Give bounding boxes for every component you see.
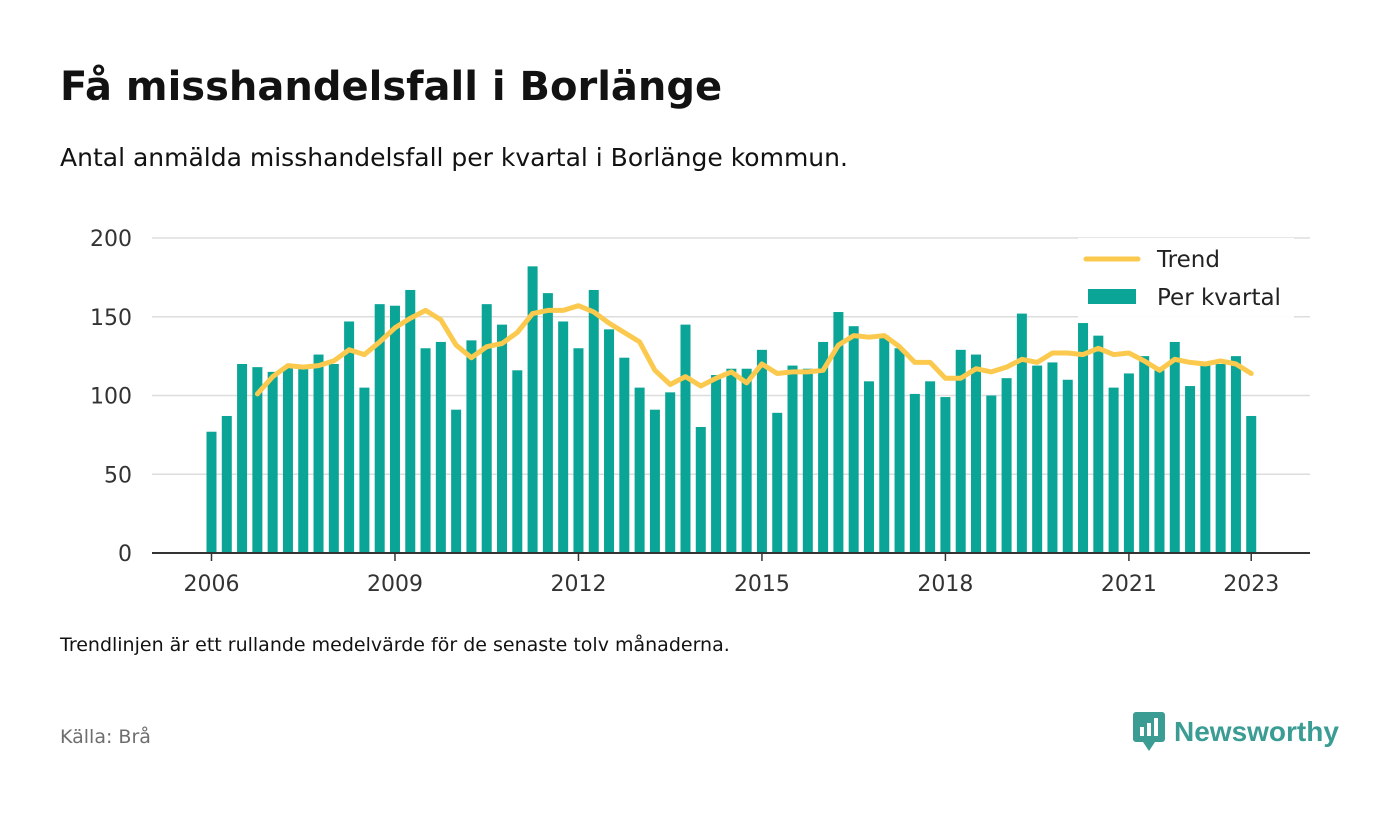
bar xyxy=(481,304,492,553)
bar xyxy=(833,312,844,553)
bar xyxy=(435,341,446,553)
x-tick-label: 2006 xyxy=(184,572,240,597)
y-axis: 0 50 100 150 200 xyxy=(90,227,132,567)
bar xyxy=(604,329,615,553)
bar xyxy=(527,266,538,553)
bar xyxy=(1047,362,1058,553)
bar xyxy=(1062,379,1073,553)
brand-logo[interactable]: Newsworthy xyxy=(1133,712,1339,752)
bar xyxy=(772,412,783,553)
bar xyxy=(1185,386,1196,553)
trend-line xyxy=(254,303,1254,397)
x-tick-label: 2023 xyxy=(1223,572,1279,597)
bar xyxy=(588,289,599,553)
bar xyxy=(558,321,569,553)
bar xyxy=(206,431,217,553)
bar xyxy=(237,364,248,553)
legend-background xyxy=(1078,238,1294,318)
bar xyxy=(267,371,278,553)
x-tick-label: 2015 xyxy=(734,572,790,597)
bar xyxy=(1154,370,1165,553)
bar xyxy=(955,349,966,553)
bar xyxy=(909,393,920,553)
y-tick-label: 100 xyxy=(90,385,132,410)
chart-subtitle: Antal anmälda misshandelsfall per kvarta… xyxy=(60,143,848,172)
chart-note: Trendlinjen är ett rullande medelvärde f… xyxy=(60,634,730,656)
bar xyxy=(573,348,584,553)
bar xyxy=(726,368,737,553)
bar xyxy=(1032,365,1043,553)
x-tick-label: 2021 xyxy=(1101,572,1157,597)
bar xyxy=(986,395,997,553)
bar xyxy=(1169,341,1180,553)
bar xyxy=(282,367,293,553)
bar xyxy=(756,349,767,553)
bar xyxy=(389,305,400,553)
bar xyxy=(344,321,355,553)
bar xyxy=(741,368,752,553)
bar xyxy=(863,381,874,553)
legend-bar-label: Per kvartal xyxy=(1157,285,1281,311)
bar xyxy=(649,409,660,553)
bar xyxy=(1246,415,1257,553)
y-tick-label: 200 xyxy=(90,227,132,252)
bar xyxy=(1108,387,1119,553)
bar xyxy=(420,348,431,553)
bar xyxy=(711,375,722,553)
bar xyxy=(497,324,508,553)
bar xyxy=(1123,373,1134,553)
bar xyxy=(940,397,951,553)
bar xyxy=(925,381,936,553)
bar xyxy=(1078,323,1089,553)
bar xyxy=(802,368,813,553)
legend-bar-swatch xyxy=(1088,289,1136,304)
x-tick-label: 2009 xyxy=(367,572,423,597)
bar xyxy=(879,335,890,553)
bar xyxy=(374,304,385,553)
bar xyxy=(252,367,263,553)
bar xyxy=(359,387,370,553)
bar xyxy=(451,409,462,553)
y-tick-label: 50 xyxy=(104,463,132,488)
bar xyxy=(1093,335,1104,553)
bar xyxy=(848,326,859,553)
bar xyxy=(1001,378,1012,553)
y-tick-label: 0 xyxy=(118,542,132,567)
bar xyxy=(619,357,630,553)
source-label: Källa: Brå xyxy=(60,726,151,748)
legend: Trend Per kvartal xyxy=(1078,238,1294,318)
legend-trend-label: Trend xyxy=(1156,247,1220,273)
bar xyxy=(466,340,477,553)
bar xyxy=(1200,365,1211,553)
bar xyxy=(971,354,981,553)
bar xyxy=(787,365,798,553)
x-tick-label: 2012 xyxy=(550,572,606,597)
y-tick-label: 150 xyxy=(90,306,132,331)
x-tick-label: 2018 xyxy=(917,572,973,597)
bar xyxy=(298,368,309,553)
bar xyxy=(680,324,691,553)
x-axis: 2006 2009 2012 2015 2018 2021 2023 xyxy=(184,553,1279,597)
bar xyxy=(512,370,523,553)
chart-title: Få misshandelsfall i Borlänge xyxy=(60,64,723,110)
chart: 0 50 100 150 200 2006 2009 2012 2015 2018 2021 202… xyxy=(90,227,1310,597)
bar xyxy=(328,364,339,553)
bar xyxy=(1139,356,1150,553)
bar xyxy=(313,354,324,553)
bar xyxy=(542,293,553,553)
brand-name: Newsworthy xyxy=(1174,716,1339,747)
bar xyxy=(894,348,905,553)
bar xyxy=(1230,356,1241,553)
bar xyxy=(665,392,676,553)
newsworthy-logo-icon xyxy=(1133,712,1165,751)
bar xyxy=(634,387,645,553)
bar xyxy=(818,341,829,553)
bar xyxy=(695,427,706,553)
bar xyxy=(1016,313,1027,553)
bar xyxy=(405,289,416,553)
bar-series xyxy=(206,266,1257,553)
bar xyxy=(221,415,232,553)
bar xyxy=(1215,364,1226,553)
